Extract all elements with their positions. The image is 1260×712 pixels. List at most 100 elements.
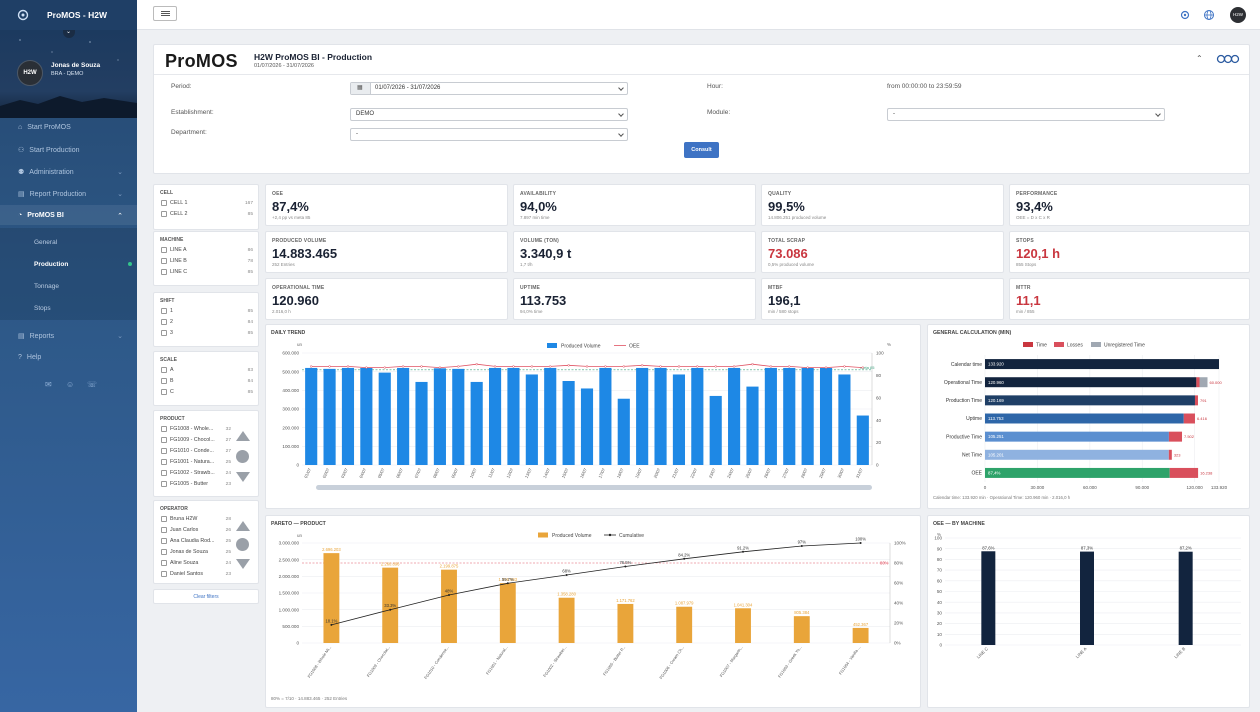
daily-bar[interactable] — [323, 368, 336, 465]
checkbox[interactable] — [161, 389, 167, 395]
pareto-bar[interactable] — [852, 627, 869, 643]
oee-point[interactable] — [751, 363, 754, 366]
checkbox[interactable] — [161, 426, 167, 432]
sidebar-item-start-promos[interactable]: ⌂ Start ProMOS — [18, 124, 71, 131]
horizontal-scrollbar[interactable] — [316, 485, 872, 490]
pareto-bar[interactable] — [382, 567, 399, 643]
checkbox[interactable] — [161, 481, 167, 487]
daily-bar[interactable] — [562, 381, 575, 465]
oee-point[interactable] — [383, 366, 386, 369]
scroll-down-icon[interactable] — [236, 472, 250, 482]
sidebar-item-start-production[interactable]: ⚇ Start Production — [18, 146, 79, 155]
filter-option[interactable]: Jonas de Souza 25 — [161, 549, 231, 555]
filter-option[interactable]: FG1009 - Chocol... 27 — [161, 437, 231, 443]
phone-icon[interactable]: ☏ — [87, 380, 98, 389]
oee-point[interactable] — [549, 365, 552, 368]
oee-machine-bar[interactable] — [1178, 551, 1193, 645]
oee-point[interactable] — [659, 365, 662, 368]
scroll-down-icon[interactable] — [236, 559, 250, 569]
filter-option[interactable]: FG1010 - Conde... 27 — [161, 448, 231, 454]
oee-point[interactable] — [457, 365, 460, 368]
daily-bar[interactable] — [433, 368, 446, 465]
cumulative-point[interactable] — [683, 557, 686, 560]
filter-option[interactable]: 2 84 — [161, 319, 253, 325]
sidebar-item-help[interactable]: ? Help — [18, 354, 41, 361]
sidebar-item-report-production[interactable]: ▤ Report Production — [18, 190, 86, 199]
cumulative-point[interactable] — [448, 594, 450, 596]
oee-point[interactable] — [824, 366, 828, 369]
time-bar[interactable] — [985, 359, 1219, 370]
checkbox[interactable] — [161, 258, 167, 264]
daily-bar[interactable] — [691, 367, 704, 465]
filter-option[interactable]: LINE A 86 — [161, 247, 253, 253]
oee-point[interactable] — [512, 365, 515, 368]
filter-option[interactable]: C 85 — [161, 389, 253, 395]
checkbox[interactable] — [161, 459, 167, 465]
checkbox[interactable] — [161, 437, 167, 443]
avatar[interactable]: H2W — [17, 60, 43, 86]
filter-option[interactable]: LINE C 85 — [161, 269, 253, 275]
pareto-bar[interactable] — [499, 583, 516, 643]
oee-point[interactable] — [328, 365, 331, 368]
oee-point[interactable] — [714, 365, 717, 368]
sidebar-item-promos-bi[interactable]: ◔ ProMOS BI — [18, 212, 64, 219]
daily-bar[interactable] — [378, 372, 391, 465]
cumulative-point[interactable] — [742, 550, 744, 553]
filter-option[interactable]: Juan Carlos 26 — [161, 527, 231, 533]
filter-option[interactable]: B 84 — [161, 378, 253, 384]
daily-bar[interactable] — [544, 367, 557, 465]
oee-point[interactable] — [843, 365, 846, 368]
daily-bar[interactable] — [507, 367, 520, 465]
daily-bar[interactable] — [470, 381, 483, 465]
pareto-bar[interactable] — [617, 603, 634, 643]
submenu-tonnage[interactable]: Tonnage — [34, 283, 59, 290]
filter-option[interactable]: Daniel Santos 23 — [161, 571, 231, 577]
daily-bar[interactable] — [580, 388, 594, 465]
daily-bar[interactable] — [819, 367, 833, 465]
submenu-stops[interactable]: Stops — [34, 305, 51, 312]
scroll-thumb-icon[interactable] — [236, 538, 249, 551]
daily-bar[interactable] — [746, 386, 759, 465]
filter-option[interactable]: FG1008 - Whole... 32 — [161, 426, 231, 432]
oee-point[interactable] — [696, 365, 699, 368]
clear-filters-button[interactable]: Clear filters — [153, 589, 259, 604]
checkbox[interactable] — [161, 200, 167, 206]
daily-bar[interactable] — [709, 395, 722, 465]
checkbox[interactable] — [161, 308, 167, 314]
department-select[interactable]: - — [350, 128, 628, 141]
collapse-toggle[interactable]: ⌄ — [63, 29, 75, 38]
oee-point[interactable] — [861, 366, 864, 369]
globe-icon[interactable] — [1203, 9, 1215, 21]
filter-option[interactable]: FG1002 - Strawb... 24 — [161, 470, 231, 476]
time-bar[interactable] — [985, 413, 1184, 424]
checkbox[interactable] — [161, 247, 167, 253]
gear-icon[interactable] — [1179, 9, 1191, 21]
chat-icon[interactable]: ✉ — [45, 380, 52, 389]
filter-option[interactable]: CELL 1 167 — [161, 200, 253, 206]
oee-point[interactable] — [346, 365, 350, 368]
daily-bar[interactable] — [599, 367, 612, 465]
checkbox[interactable] — [161, 378, 167, 384]
cumulative-point[interactable] — [389, 608, 392, 611]
oee-point[interactable] — [769, 365, 773, 368]
checkbox[interactable] — [161, 367, 167, 373]
filter-option[interactable]: 1 85 — [161, 308, 253, 314]
oee-point[interactable] — [604, 365, 607, 368]
oee-point[interactable] — [310, 365, 313, 368]
daily-bar[interactable] — [452, 368, 465, 465]
daily-bar[interactable] — [801, 367, 814, 465]
scroll-up-icon[interactable] — [236, 521, 250, 531]
time-bar[interactable] — [985, 449, 1169, 460]
loss-bar[interactable] — [1196, 377, 1200, 388]
time-bar[interactable] — [985, 467, 1170, 478]
loss-bar[interactable] — [1168, 449, 1172, 460]
filter-option[interactable]: Aline Souza 24 — [161, 560, 231, 566]
daily-bar[interactable] — [525, 374, 538, 465]
cumulative-point[interactable] — [330, 623, 333, 626]
unregistered-bar[interactable] — [1199, 377, 1208, 388]
checkbox[interactable] — [161, 269, 167, 275]
support-icon[interactable]: ☺ — [66, 380, 75, 389]
calendar-icon[interactable]: ▦ — [351, 83, 371, 94]
sidebar-item-administration[interactable]: ⚉ Administration — [18, 168, 74, 177]
daily-bar[interactable] — [360, 367, 373, 465]
